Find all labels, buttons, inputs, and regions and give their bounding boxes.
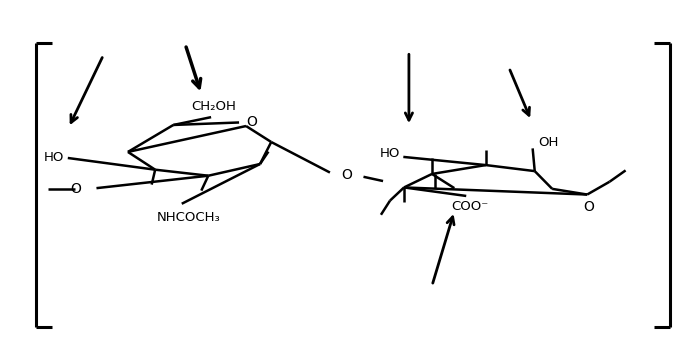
Text: O: O [341,168,352,182]
Text: O: O [583,200,594,214]
Text: CH₂OH: CH₂OH [191,100,236,113]
Text: COO⁻: COO⁻ [451,200,489,213]
Text: HO: HO [380,147,400,160]
Text: O: O [246,115,257,130]
Text: HO: HO [44,152,64,164]
Text: OH: OH [538,136,559,148]
Text: NHCOCH₃: NHCOCH₃ [157,211,221,224]
Text: O: O [70,182,81,196]
